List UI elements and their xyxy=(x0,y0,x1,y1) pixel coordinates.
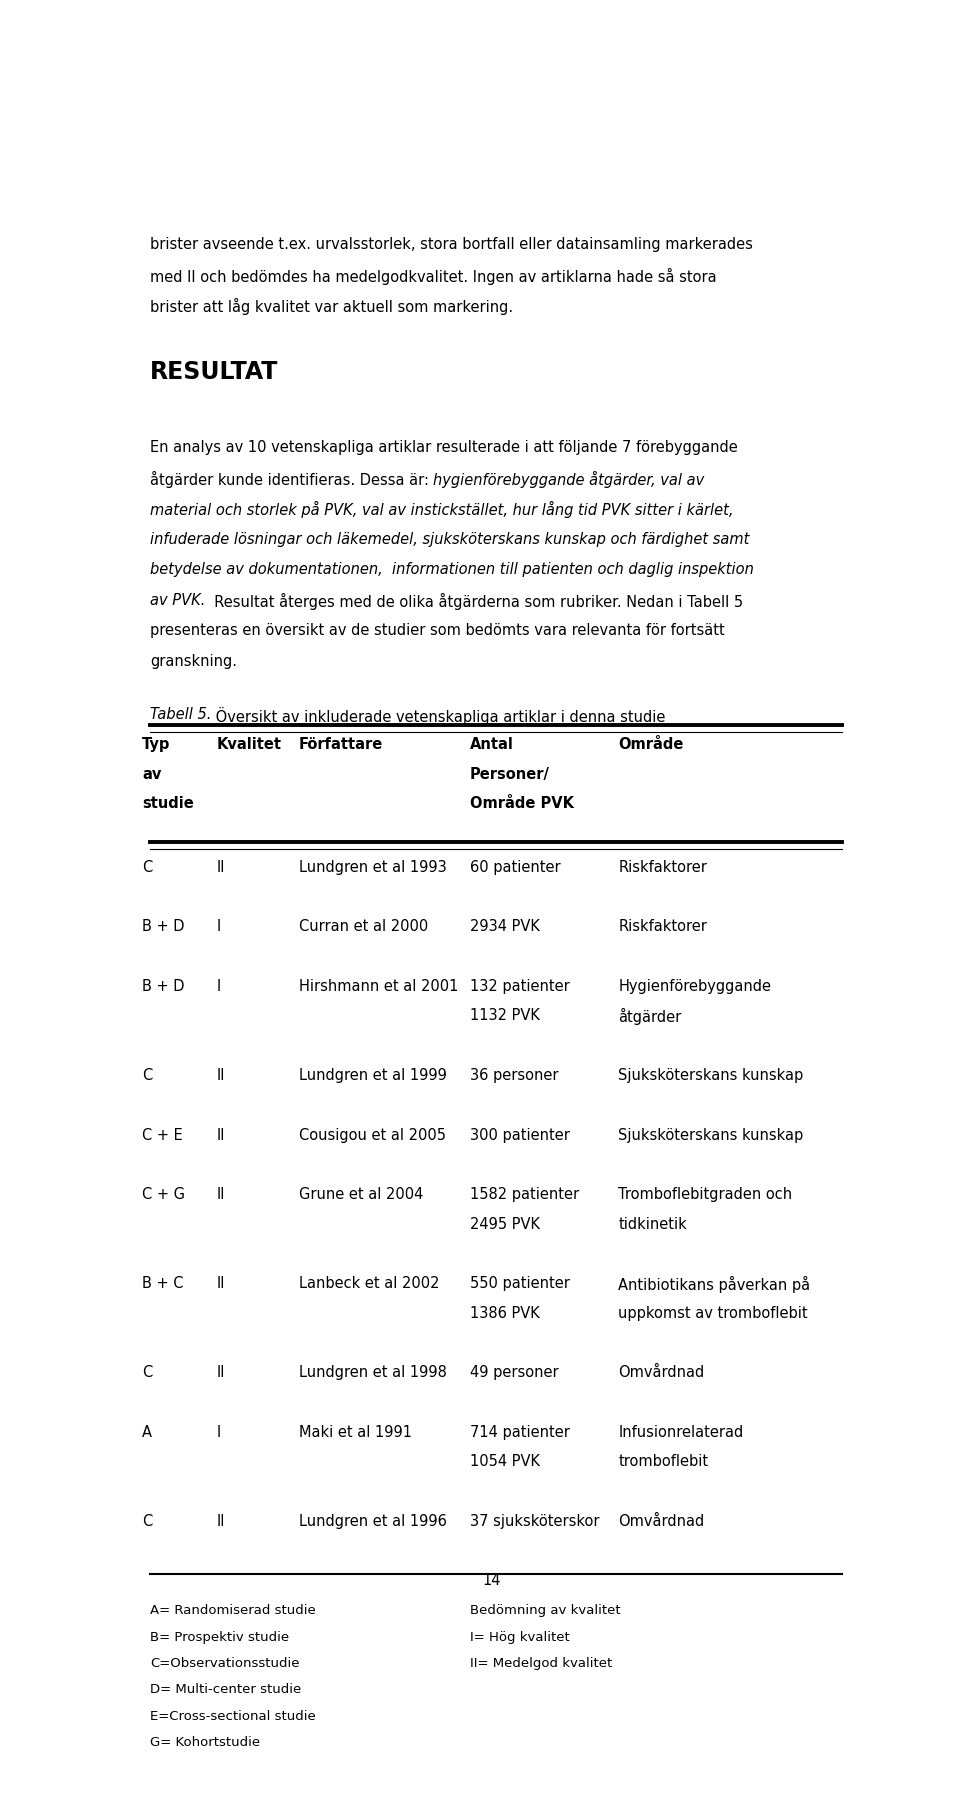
Text: C + G: C + G xyxy=(142,1187,185,1203)
Text: II: II xyxy=(217,1366,226,1380)
Text: 49 personer: 49 personer xyxy=(469,1366,559,1380)
Text: II: II xyxy=(217,1514,226,1528)
Text: 300 patienter: 300 patienter xyxy=(469,1128,569,1142)
Text: Antal: Antal xyxy=(469,738,514,752)
Text: Omvårdnad: Omvårdnad xyxy=(618,1514,705,1528)
Text: B + D: B + D xyxy=(142,980,185,994)
Text: C + E: C + E xyxy=(142,1128,183,1142)
Text: 2934 PVK: 2934 PVK xyxy=(469,920,540,934)
Text: tromboflebit: tromboflebit xyxy=(618,1454,708,1468)
Text: Resultat återges med de olika åtgärderna som rubriker. Nedan i Tabell 5: Resultat återges med de olika åtgärderna… xyxy=(205,594,743,610)
Text: betydelse av dokumentationen,  informationen till patienten och daglig inspektio: betydelse av dokumentationen, informatio… xyxy=(150,563,754,577)
Text: granskning.: granskning. xyxy=(150,655,237,669)
Text: Maki et al 1991: Maki et al 1991 xyxy=(299,1425,412,1440)
Text: C: C xyxy=(142,1514,153,1528)
Text: Tabell 5.: Tabell 5. xyxy=(150,707,211,722)
Text: infuderade lösningar och läkemedel, sjuksköterskans kunskap och färdighet samt: infuderade lösningar och läkemedel, sjuk… xyxy=(150,532,749,547)
Text: En analys av 10 vetenskapliga artiklar resulterade i att följande 7 förebyggande: En analys av 10 vetenskapliga artiklar r… xyxy=(150,440,737,455)
Text: I= Hög kvalitet: I= Hög kvalitet xyxy=(469,1631,569,1643)
Text: Riskfaktorer: Riskfaktorer xyxy=(618,920,708,934)
Text: brister avseende t.ex. urvalsstorlek, stora bortfall eller datainsamling markera: brister avseende t.ex. urvalsstorlek, st… xyxy=(150,238,753,253)
Text: B + C: B + C xyxy=(142,1277,183,1292)
Text: Lundgren et al 1999: Lundgren et al 1999 xyxy=(299,1068,446,1082)
Text: tidkinetik: tidkinetik xyxy=(618,1216,687,1232)
Text: studie: studie xyxy=(142,796,194,810)
Text: II= Medelgod kvalitet: II= Medelgod kvalitet xyxy=(469,1656,612,1671)
Text: 2495 PVK: 2495 PVK xyxy=(469,1216,540,1232)
Text: I: I xyxy=(217,980,221,994)
Text: material och storlek på PVK, val av instickstället, hur lång tid PVK sitter i kä: material och storlek på PVK, val av inst… xyxy=(150,502,733,518)
Text: B + D: B + D xyxy=(142,920,185,934)
Text: 36 personer: 36 personer xyxy=(469,1068,558,1082)
Text: 1582 patienter: 1582 patienter xyxy=(469,1187,579,1203)
Text: C: C xyxy=(142,1068,153,1082)
Text: Område PVK: Område PVK xyxy=(469,796,574,810)
Text: Tromboflebitgraden och: Tromboflebitgraden och xyxy=(618,1187,793,1203)
Text: I: I xyxy=(217,920,221,934)
Text: Kvalitet: Kvalitet xyxy=(217,738,281,752)
Text: Författare: Författare xyxy=(299,738,383,752)
Text: D= Multi-center studie: D= Multi-center studie xyxy=(150,1683,301,1696)
Text: Lundgren et al 1996: Lundgren et al 1996 xyxy=(299,1514,446,1528)
Text: Curran et al 2000: Curran et al 2000 xyxy=(299,920,428,934)
Text: 1386 PVK: 1386 PVK xyxy=(469,1306,540,1321)
Text: 60 patienter: 60 patienter xyxy=(469,861,561,875)
Text: 1132 PVK: 1132 PVK xyxy=(469,1008,540,1023)
Text: Hirshmann et al 2001: Hirshmann et al 2001 xyxy=(299,980,458,994)
Text: II: II xyxy=(217,1277,226,1292)
Text: uppkomst av tromboflebit: uppkomst av tromboflebit xyxy=(618,1306,808,1321)
Text: A: A xyxy=(142,1425,153,1440)
Text: Sjuksköterskans kunskap: Sjuksköterskans kunskap xyxy=(618,1128,804,1142)
Text: B= Prospektiv studie: B= Prospektiv studie xyxy=(150,1631,289,1643)
Text: Lundgren et al 1998: Lundgren et al 1998 xyxy=(299,1366,446,1380)
Text: med II och bedömdes ha medelgodkvalitet. Ingen av artiklarna hade så stora: med II och bedömdes ha medelgodkvalitet.… xyxy=(150,267,716,285)
Text: Hygienförebyggande: Hygienförebyggande xyxy=(618,980,772,994)
Text: RESULTAT: RESULTAT xyxy=(150,359,278,384)
Text: Omvårdnad: Omvårdnad xyxy=(618,1366,705,1380)
Text: Cousigou et al 2005: Cousigou et al 2005 xyxy=(299,1128,445,1142)
Text: 1054 PVK: 1054 PVK xyxy=(469,1454,540,1468)
Text: C: C xyxy=(142,1366,153,1380)
Text: Område: Område xyxy=(618,738,684,752)
Text: II: II xyxy=(217,1128,226,1142)
Text: 132 patienter: 132 patienter xyxy=(469,980,569,994)
Text: Grune et al 2004: Grune et al 2004 xyxy=(299,1187,423,1203)
Text: Infusionrelaterad: Infusionrelaterad xyxy=(618,1425,744,1440)
Text: 14: 14 xyxy=(483,1573,501,1588)
Text: hygienförebyggande åtgärder, val av: hygienförebyggande åtgärder, val av xyxy=(433,471,705,487)
Text: Bedömning av kvalitet: Bedömning av kvalitet xyxy=(469,1604,620,1616)
Text: 37 sjuksköterskor: 37 sjuksköterskor xyxy=(469,1514,599,1528)
Text: Sjuksköterskans kunskap: Sjuksköterskans kunskap xyxy=(618,1068,804,1082)
Text: II: II xyxy=(217,1187,226,1203)
Text: av: av xyxy=(142,767,161,781)
Text: av PVK.: av PVK. xyxy=(150,594,205,608)
Text: Riskfaktorer: Riskfaktorer xyxy=(618,861,708,875)
Text: C: C xyxy=(142,861,153,875)
Text: C=Observationsstudie: C=Observationsstudie xyxy=(150,1656,300,1671)
Text: 714 patienter: 714 patienter xyxy=(469,1425,569,1440)
Text: II: II xyxy=(217,861,226,875)
Text: E=Cross-sectional studie: E=Cross-sectional studie xyxy=(150,1710,316,1723)
Text: I: I xyxy=(217,1425,221,1440)
Text: Typ: Typ xyxy=(142,738,171,752)
Text: II: II xyxy=(217,1068,226,1082)
Text: presenteras en översikt av de studier som bedömts vara relevanta för fortsätt: presenteras en översikt av de studier so… xyxy=(150,624,725,639)
Text: Översikt av inkluderade vetenskapliga artiklar i denna studie: Översikt av inkluderade vetenskapliga ar… xyxy=(211,707,665,725)
Text: G= Kohortstudie: G= Kohortstudie xyxy=(150,1735,260,1750)
Text: Personer/: Personer/ xyxy=(469,767,549,781)
Text: brister att låg kvalitet var aktuell som markering.: brister att låg kvalitet var aktuell som… xyxy=(150,298,513,316)
Text: 550 patienter: 550 patienter xyxy=(469,1277,569,1292)
Text: Antibiotikans påverkan på: Antibiotikans påverkan på xyxy=(618,1277,810,1293)
Text: åtgärder kunde identifieras. Dessa är:: åtgärder kunde identifieras. Dessa är: xyxy=(150,471,433,487)
Text: Lundgren et al 1993: Lundgren et al 1993 xyxy=(299,861,446,875)
Text: Lanbeck et al 2002: Lanbeck et al 2002 xyxy=(299,1277,439,1292)
Text: åtgärder: åtgärder xyxy=(618,1008,682,1025)
Text: A= Randomiserad studie: A= Randomiserad studie xyxy=(150,1604,316,1616)
